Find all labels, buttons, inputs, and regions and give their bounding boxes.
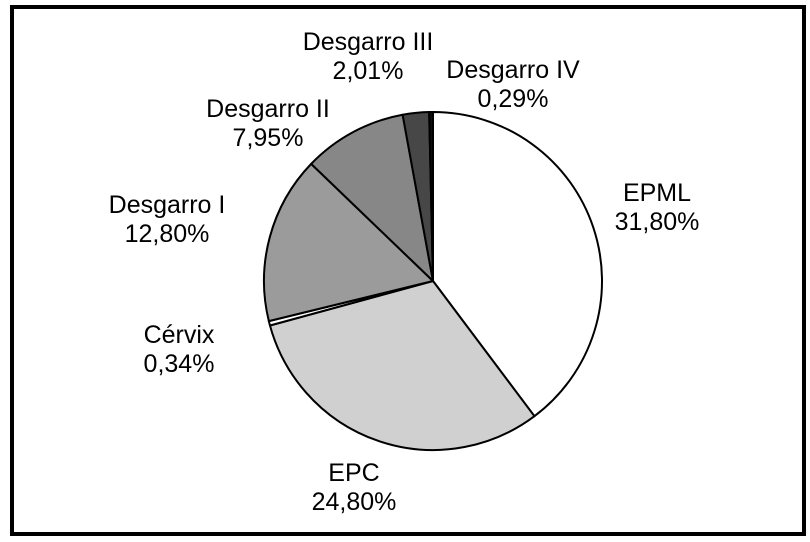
slice-label-desgarro-iii: Desgarro III 2,01% bbox=[303, 28, 434, 86]
pie-slice-desgarro-iv bbox=[428, 110, 434, 282]
slice-label-epml: EPML 31,80% bbox=[615, 179, 700, 237]
pie-slice-desgarro-i bbox=[263, 162, 434, 323]
slice-label-percent: 12,80% bbox=[124, 220, 210, 248]
pie-slice-desgarro-ii bbox=[310, 113, 434, 282]
slice-label-percent: 2,01% bbox=[332, 57, 404, 85]
slice-label-desgarro-i: Desgarro I 12,80% bbox=[109, 191, 226, 249]
slice-label-percent: 7,95% bbox=[232, 124, 304, 152]
slice-label-name: Desgarro II bbox=[206, 95, 330, 123]
pie-slice-epml bbox=[432, 111, 603, 418]
slice-label-name: Desgarro I bbox=[108, 191, 226, 219]
slice-label-name: EPC bbox=[328, 459, 380, 487]
slice-label-desgarro-iv: Desgarro IV 0,29% bbox=[446, 56, 579, 114]
slice-label-desgarro-ii: Desgarro II 7,95% bbox=[206, 95, 330, 153]
pie-slice-epc bbox=[268, 280, 536, 451]
slice-label-percent: 0,29% bbox=[477, 85, 549, 113]
slice-label-percent: 24,80% bbox=[311, 488, 397, 516]
slice-label-cervix: Cérvix 0,34% bbox=[144, 321, 215, 379]
slice-label-epc: EPC 24,80% bbox=[312, 459, 397, 517]
slice-label-name: Desgarro III bbox=[302, 28, 434, 56]
slice-label-name: Cérvix bbox=[143, 321, 215, 349]
slice-label-percent: 0,34% bbox=[143, 350, 215, 378]
slice-label-percent: 31,80% bbox=[614, 208, 700, 236]
slice-label-name: Desgarro IV bbox=[446, 56, 580, 84]
slice-label-name: EPML bbox=[622, 179, 692, 207]
